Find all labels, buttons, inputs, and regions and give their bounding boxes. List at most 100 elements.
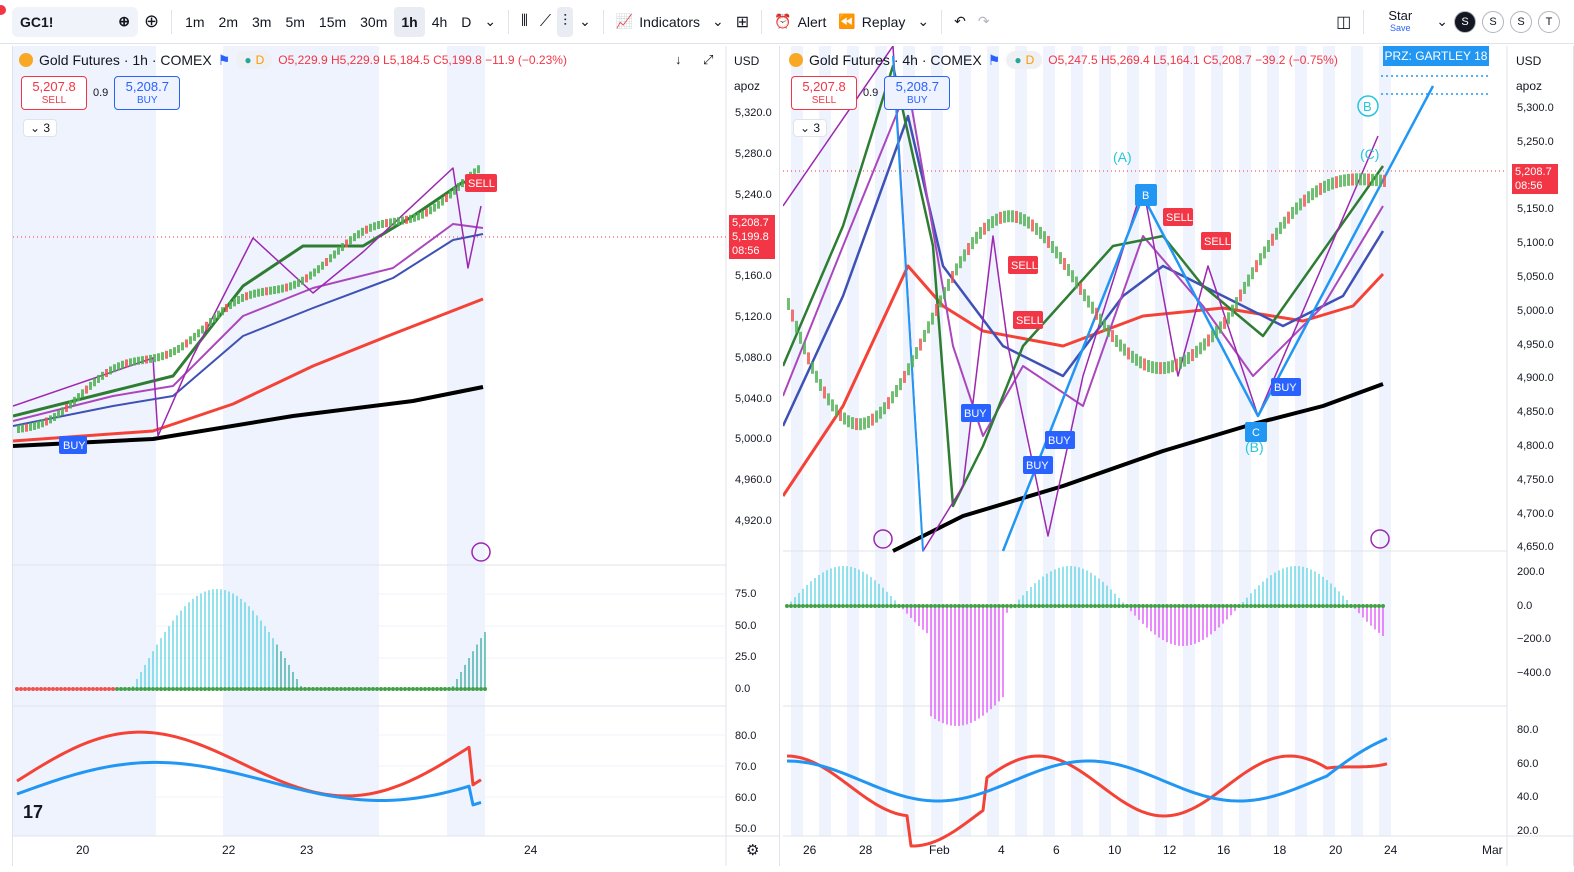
replay-dropdown[interactable]: ⌄ [911, 7, 935, 37]
osc-dot [239, 687, 243, 691]
right-indicator-collapse[interactable]: ⌄ 3 [793, 119, 828, 137]
candle [1123, 343, 1126, 356]
osc-dot [319, 687, 323, 691]
interval-30m[interactable]: 30m [360, 13, 388, 30]
osc-dot [207, 687, 211, 691]
left-fullscreen-icon[interactable]: ⤢ [703, 52, 714, 67]
interval-2m[interactable]: 2m [218, 13, 238, 30]
sell-signal-text: SELL [1166, 212, 1193, 224]
right-price-tick-label: 4,800.0 [1517, 440, 1554, 452]
osc-dot [1121, 604, 1125, 608]
alert-button[interactable]: ⏰ Alert [768, 7, 832, 37]
candle [461, 179, 464, 188]
symbol-search[interactable]: GC1! ⊕ [12, 6, 138, 37]
right-buy-button[interactable]: 5,208.7 BUY [884, 76, 951, 110]
left-chart-pane[interactable]: BUY SELL Gold Futures · 1h · COMEX ⚑ ● D O… [12, 46, 780, 866]
interval-D[interactable]: D [461, 13, 472, 30]
osc-dot [107, 687, 111, 691]
redo-button[interactable]: ↷ [972, 7, 996, 37]
osc-dot [447, 687, 451, 691]
candle [799, 331, 802, 344]
osc-dot [949, 604, 953, 608]
flag-icon[interactable]: ⚑ [987, 51, 1001, 68]
left-scroll-down-icon[interactable]: ↓ [675, 52, 682, 67]
interval-4h[interactable]: 4h [431, 13, 448, 30]
candle [1379, 174, 1382, 187]
session-background [847, 46, 859, 836]
chart-type-line[interactable]: ⟋ [534, 7, 557, 37]
osc-dot [1009, 604, 1013, 608]
osc-dot [1257, 604, 1261, 608]
osc-dot [901, 604, 905, 608]
right-chart-pane[interactable]: BUY SELL SELL BUY BUY SELL SELL BUY (A) (C) (B) B B C… [783, 46, 1574, 866]
osc-dot [195, 687, 199, 691]
chart-type-dropdown[interactable]: ⌄ [573, 7, 597, 37]
osc-dot [459, 687, 463, 691]
buy-price: 5,208.7 [895, 79, 939, 94]
interval-5m[interactable]: 5m [285, 13, 305, 30]
chart-type-bars[interactable]: ⫶ [557, 6, 574, 37]
session-background [1323, 46, 1335, 836]
buy-signal-box [1045, 431, 1075, 449]
add-compare-icon[interactable]: ⊕ [118, 13, 130, 29]
sell-signal-text: SELL [1204, 236, 1231, 248]
rsi-signal-line [786, 737, 1388, 803]
left-currency[interactable]: USD [734, 54, 760, 68]
avatar[interactable]: S [1454, 10, 1476, 33]
interval-dropdown[interactable]: ⌄ [478, 7, 502, 37]
replay-button[interactable]: ⏪ Replay [832, 7, 911, 37]
left-indicator-collapse[interactable]: ⌄ 3 [23, 119, 58, 137]
interval-15m[interactable]: 15m [318, 13, 347, 30]
avatar[interactable]: T [1538, 10, 1560, 33]
candle [935, 303, 938, 316]
layout-name-button[interactable]: Star Save [1370, 7, 1430, 37]
osc-dot [131, 687, 135, 691]
prz-label-box[interactable]: PRZ: GARTLEY 18 [1383, 46, 1489, 66]
candle [357, 230, 360, 239]
candle [855, 418, 858, 431]
settings-gear-icon[interactable]: ⚙ [746, 842, 760, 859]
interval-3m[interactable]: 3m [252, 13, 272, 30]
undo-button[interactable]: ↶ [948, 7, 972, 37]
session-background [1015, 46, 1027, 836]
osc-dot [1353, 604, 1357, 608]
candle [345, 239, 348, 248]
indicators-button[interactable]: 📈 Indicators [610, 7, 706, 37]
wave-label: (A) [1113, 149, 1132, 165]
candle [915, 347, 918, 360]
osc-dot [427, 687, 431, 691]
right-currency[interactable]: USD [1516, 54, 1542, 68]
session-background [959, 46, 971, 836]
flag-icon[interactable]: ⚑ [217, 51, 231, 68]
osc-dot [933, 604, 937, 608]
indicators-dropdown[interactable]: ⌄ [706, 7, 730, 37]
left-scale-mode[interactable]: apoz [734, 79, 761, 93]
osc-dot [1337, 604, 1341, 608]
avatar[interactable]: S [1510, 10, 1532, 33]
candle [429, 206, 432, 215]
right-sell-button[interactable]: 5,207.8 SELL [791, 76, 857, 110]
avatar[interactable]: S [1482, 10, 1504, 33]
osc-dot [801, 604, 805, 608]
right-scale-mode[interactable]: apoz [1516, 79, 1543, 93]
candle [317, 265, 320, 274]
chevron-down-icon: ⌄ [579, 13, 591, 29]
layout-dropdown[interactable]: ⌄ [1430, 7, 1454, 37]
right-price-tick-label: 4,900.0 [1517, 372, 1554, 385]
candle [1051, 241, 1054, 254]
left-sell-button[interactable]: 5,207.8 SELL [21, 76, 87, 110]
tradingview-logo[interactable]: 17 [23, 802, 44, 822]
chart-type-candles[interactable]: ⫴ [515, 7, 534, 37]
layout-panel-button[interactable]: ◫ [1330, 7, 1357, 37]
osc-dot [351, 687, 355, 691]
candle [145, 355, 148, 364]
templates-button[interactable]: ⊞ [730, 7, 755, 37]
candle [413, 213, 416, 222]
add-symbol-button[interactable]: ⊕ [138, 7, 165, 37]
interval-1h[interactable]: 1h [394, 6, 425, 37]
right-chart-canvas[interactable]: BUY SELL SELL BUY BUY SELL SELL BUY (A) (C) (B) B B C [783, 46, 1574, 866]
left-buy-button[interactable]: 5,208.7 BUY [114, 76, 181, 110]
osc-dot [31, 687, 35, 691]
interval-1m[interactable]: 1m [185, 13, 205, 30]
left-chart-canvas[interactable]: BUY SELL [13, 46, 780, 866]
